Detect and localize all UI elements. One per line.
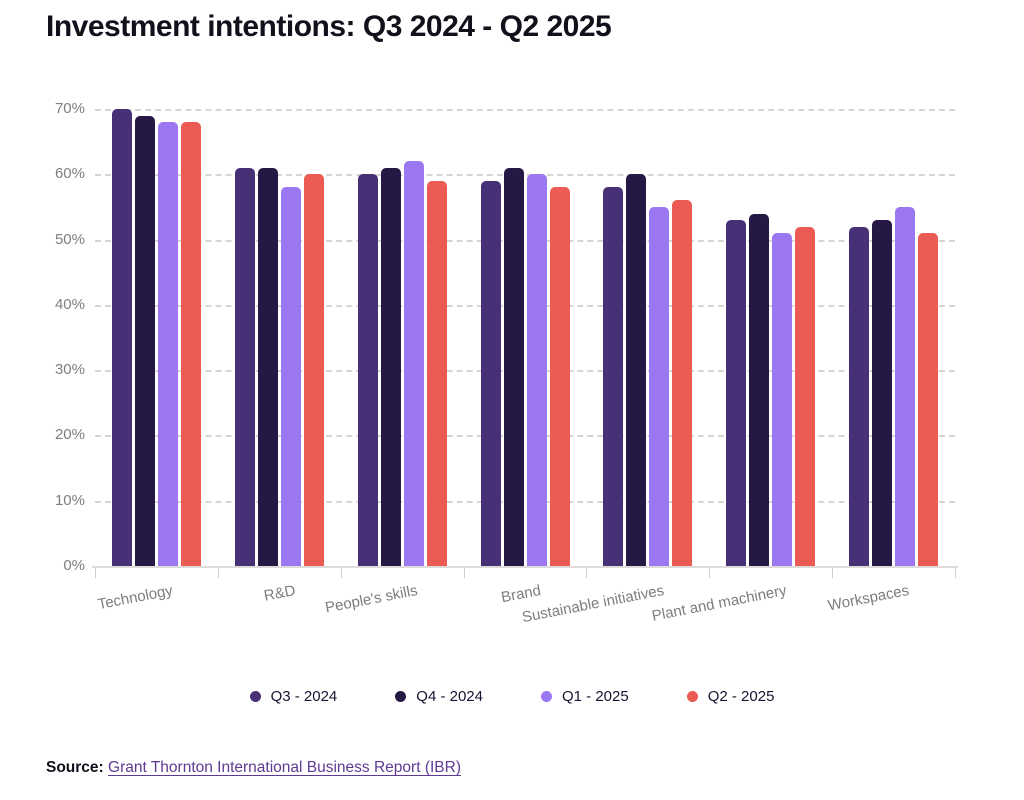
x-axis-tick xyxy=(95,568,96,578)
legend-label: Q2 - 2025 xyxy=(707,688,775,705)
x-axis-category-label: Sustainable initiatives xyxy=(520,582,666,627)
bar-Q1-2025 xyxy=(895,206,916,566)
bar-group-brand xyxy=(480,109,570,566)
bar-Q1-2025 xyxy=(157,122,178,566)
bar-Q1-2025 xyxy=(526,174,547,566)
gridline-20 xyxy=(95,435,955,438)
legend-label: Q3 - 2024 xyxy=(270,688,338,705)
y-axis-tick-label: 50% xyxy=(54,230,85,248)
x-axis-tick xyxy=(832,568,834,578)
legend-color-dot xyxy=(249,691,261,702)
gridline-10 xyxy=(95,500,955,503)
bar-Q3-2024 xyxy=(234,167,255,566)
bar-Q2-2025 xyxy=(303,174,324,566)
source-link[interactable]: Grant Thornton International Business Re… xyxy=(108,759,461,776)
x-axis-tick xyxy=(340,568,342,578)
x-axis-line xyxy=(92,566,958,568)
x-axis-tick xyxy=(586,568,588,578)
x-axis-category-label: Brand xyxy=(499,582,543,607)
x-axis-tick xyxy=(955,568,956,578)
bar-chart-plot-area: 0% 10% 20% 30% 40% 50% 60% 70% Technology R&D Peop… xyxy=(55,100,958,626)
x-axis-category-label: Technology xyxy=(95,582,174,614)
x-axis-tick xyxy=(709,568,711,578)
bar-Q2-2025 xyxy=(549,187,570,566)
y-axis-tick-label: 30% xyxy=(54,361,85,379)
x-axis-category-label: People's skills xyxy=(324,582,420,617)
x-axis-category-label: R&D xyxy=(262,582,297,605)
legend-color-dot xyxy=(686,691,698,702)
bar-group-technology xyxy=(111,109,201,566)
bar-Q1-2025 xyxy=(280,187,301,566)
bar-group-workspaces xyxy=(849,109,939,566)
y-axis-tick-label: 10% xyxy=(54,491,85,509)
y-axis-tick-label: 40% xyxy=(54,295,85,313)
legend-color-dot xyxy=(395,691,407,702)
bar-Q4-2024 xyxy=(626,174,647,566)
gridline-30 xyxy=(95,370,955,373)
bar-group-people-s-skills xyxy=(357,109,447,566)
bar-Q3-2024 xyxy=(849,226,870,566)
bar-Q2-2025 xyxy=(795,226,816,566)
gridline-60 xyxy=(95,174,955,177)
bar-Q1-2025 xyxy=(649,206,670,566)
gridline-50 xyxy=(95,239,955,242)
x-axis-category-label: Workspaces xyxy=(826,582,911,615)
legend-item-Q3-2024: Q3 - 2024 xyxy=(249,688,338,705)
source-label: Source: xyxy=(46,759,104,776)
gridline-70 xyxy=(95,109,955,111)
source-line: Source: Grant Thornton International Bus… xyxy=(46,759,461,777)
y-axis-tick-label: 70% xyxy=(54,100,85,117)
bar-Q4-2024 xyxy=(503,167,524,566)
x-axis-tick xyxy=(217,568,219,578)
bar-Q3-2024 xyxy=(603,187,624,566)
x-axis-category-label: Plant and machinery xyxy=(650,582,788,625)
y-axis-tick-label: 60% xyxy=(54,165,85,183)
bar-Q2-2025 xyxy=(918,233,939,566)
bar-group-r-d xyxy=(234,109,324,566)
y-axis-tick-label: 0% xyxy=(63,557,85,574)
chart-legend: Q3 - 2024 Q4 - 2024 Q1 - 2025 Q2 - 2025 xyxy=(0,688,1024,705)
bar-Q4-2024 xyxy=(749,213,770,566)
legend-item-Q4-2024: Q4 - 2024 xyxy=(395,688,483,705)
bar-group-plant-and-machinery xyxy=(726,109,816,566)
gridline-40 xyxy=(95,304,955,307)
y-axis-tick-label: 20% xyxy=(54,426,85,444)
legend-label: Q1 - 2025 xyxy=(562,688,629,705)
bar-Q4-2024 xyxy=(380,167,401,566)
bar-Q3-2024 xyxy=(480,180,501,566)
bar-Q2-2025 xyxy=(672,200,693,566)
bar-group-sustainable-initiatives xyxy=(603,109,693,566)
legend-color-dot xyxy=(541,691,552,702)
legend-item-Q1-2025: Q1 - 2025 xyxy=(541,688,629,705)
bar-Q1-2025 xyxy=(403,161,424,566)
legend-label: Q4 - 2024 xyxy=(416,688,483,705)
chart-title: Investment intentions: Q3 2024 - Q2 2025 xyxy=(46,10,612,43)
bar-Q4-2024 xyxy=(134,115,155,566)
bar-Q4-2024 xyxy=(872,220,893,566)
bar-Q2-2025 xyxy=(180,122,201,566)
legend-item-Q2-2025: Q2 - 2025 xyxy=(686,688,775,705)
x-axis-tick xyxy=(463,568,465,578)
bar-Q3-2024 xyxy=(357,174,378,566)
bar-Q2-2025 xyxy=(426,180,447,566)
bar-Q4-2024 xyxy=(257,167,278,566)
bar-Q3-2024 xyxy=(111,109,132,566)
bar-Q3-2024 xyxy=(726,220,747,566)
bar-Q1-2025 xyxy=(772,233,793,566)
